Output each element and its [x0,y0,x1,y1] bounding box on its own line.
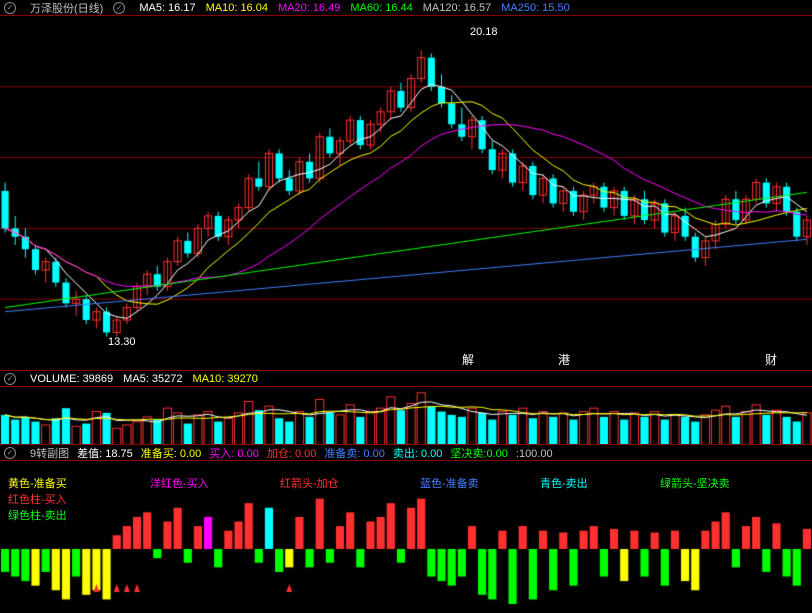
indicator-label: :100.00 [516,448,553,460]
check-icon: ✓ [4,2,16,14]
indicator-legend: 青色-卖出 [540,475,588,491]
indicator-label: 买入: 0.00 [209,448,259,460]
ma-label: MA10: 16.04 [206,2,268,14]
indicator-label: 9转副图 [30,448,69,460]
indicator-label: 加仓: 0.00 [267,448,317,460]
candlestick-header: ✓ 万泽股份(日线) ✓ MA5: 16.17 MA10: 16.04 MA20: … [0,0,812,16]
indicator-label: 坚决卖:0.00 [450,448,507,460]
event-label: 港 [558,351,570,368]
low-price-tag: 13.30 [108,336,136,348]
ma-label: MA60: 16.44 [350,2,412,14]
ma-label: MA250: 15.50 [501,2,570,14]
event-label: 解 [462,351,474,368]
check-icon: ✓ [4,373,16,385]
indicator-label: 准备卖: 0.00 [324,448,385,460]
volume-chart[interactable] [0,387,812,445]
indicator-panel: ✓ 9转副图差值: 18.75 准备买: 0.00 买入: 0.00 加仓: 0.00… [0,444,812,612]
indicator-legend: 绿箭头-坚决卖 [660,475,730,491]
check-icon: ✓ [4,447,16,459]
indicator-legend: 黄色-准备买 [8,475,67,491]
volume-labels: VOLUME: 39869 MA5: 35272 MA10: 39270 [30,373,268,385]
indicator-legend: 红色柱-买入 [8,491,67,507]
volume-label: MA5: 35272 [123,373,182,385]
volume-panel: ✓ VOLUME: 39869 MA5: 35272 MA10: 39270 [0,370,812,444]
volume-label: VOLUME: 39869 [30,373,113,385]
indicator-legend: 蓝色-准备卖 [420,475,479,491]
candlestick-chart[interactable] [0,16,812,370]
indicator-header: ✓ 9转副图差值: 18.75 准备买: 0.00 买入: 0.00 加仓: 0.00… [0,445,812,461]
high-price-tag: 20.18 [470,26,498,38]
candlestick-panel: ✓ 万泽股份(日线) ✓ MA5: 16.17 MA10: 16.04 MA20: … [0,0,812,370]
ma-labels: MA5: 16.17 MA10: 16.04 MA20: 16.49 MA60: 16… [139,2,579,14]
ma-label: MA5: 16.17 [139,2,195,14]
indicator-label: 差值: 18.75 [77,448,133,460]
indicator-legend: 洋红色-买入 [150,475,209,491]
indicator-legend: 绿色柱-卖出 [8,507,67,523]
indicator-labels: 9转副图差值: 18.75 准备买: 0.00 买入: 0.00 加仓: 0.00 准备… [30,445,561,461]
volume-header: ✓ VOLUME: 39869 MA5: 35272 MA10: 39270 [0,371,812,387]
stock-title: 万泽股份(日线) [30,0,103,16]
check-icon: ✓ [113,2,125,14]
volume-label: MA10: 39270 [192,373,257,385]
event-label: 财 [765,351,777,368]
indicator-label: 卖出: 0.00 [393,448,443,460]
indicator-label: 准备买: 0.00 [141,448,202,460]
ma-label: MA20: 16.49 [278,2,340,14]
ma-label: MA120: 16.57 [423,2,492,14]
indicator-legend: 红箭头-加仓 [280,475,339,491]
